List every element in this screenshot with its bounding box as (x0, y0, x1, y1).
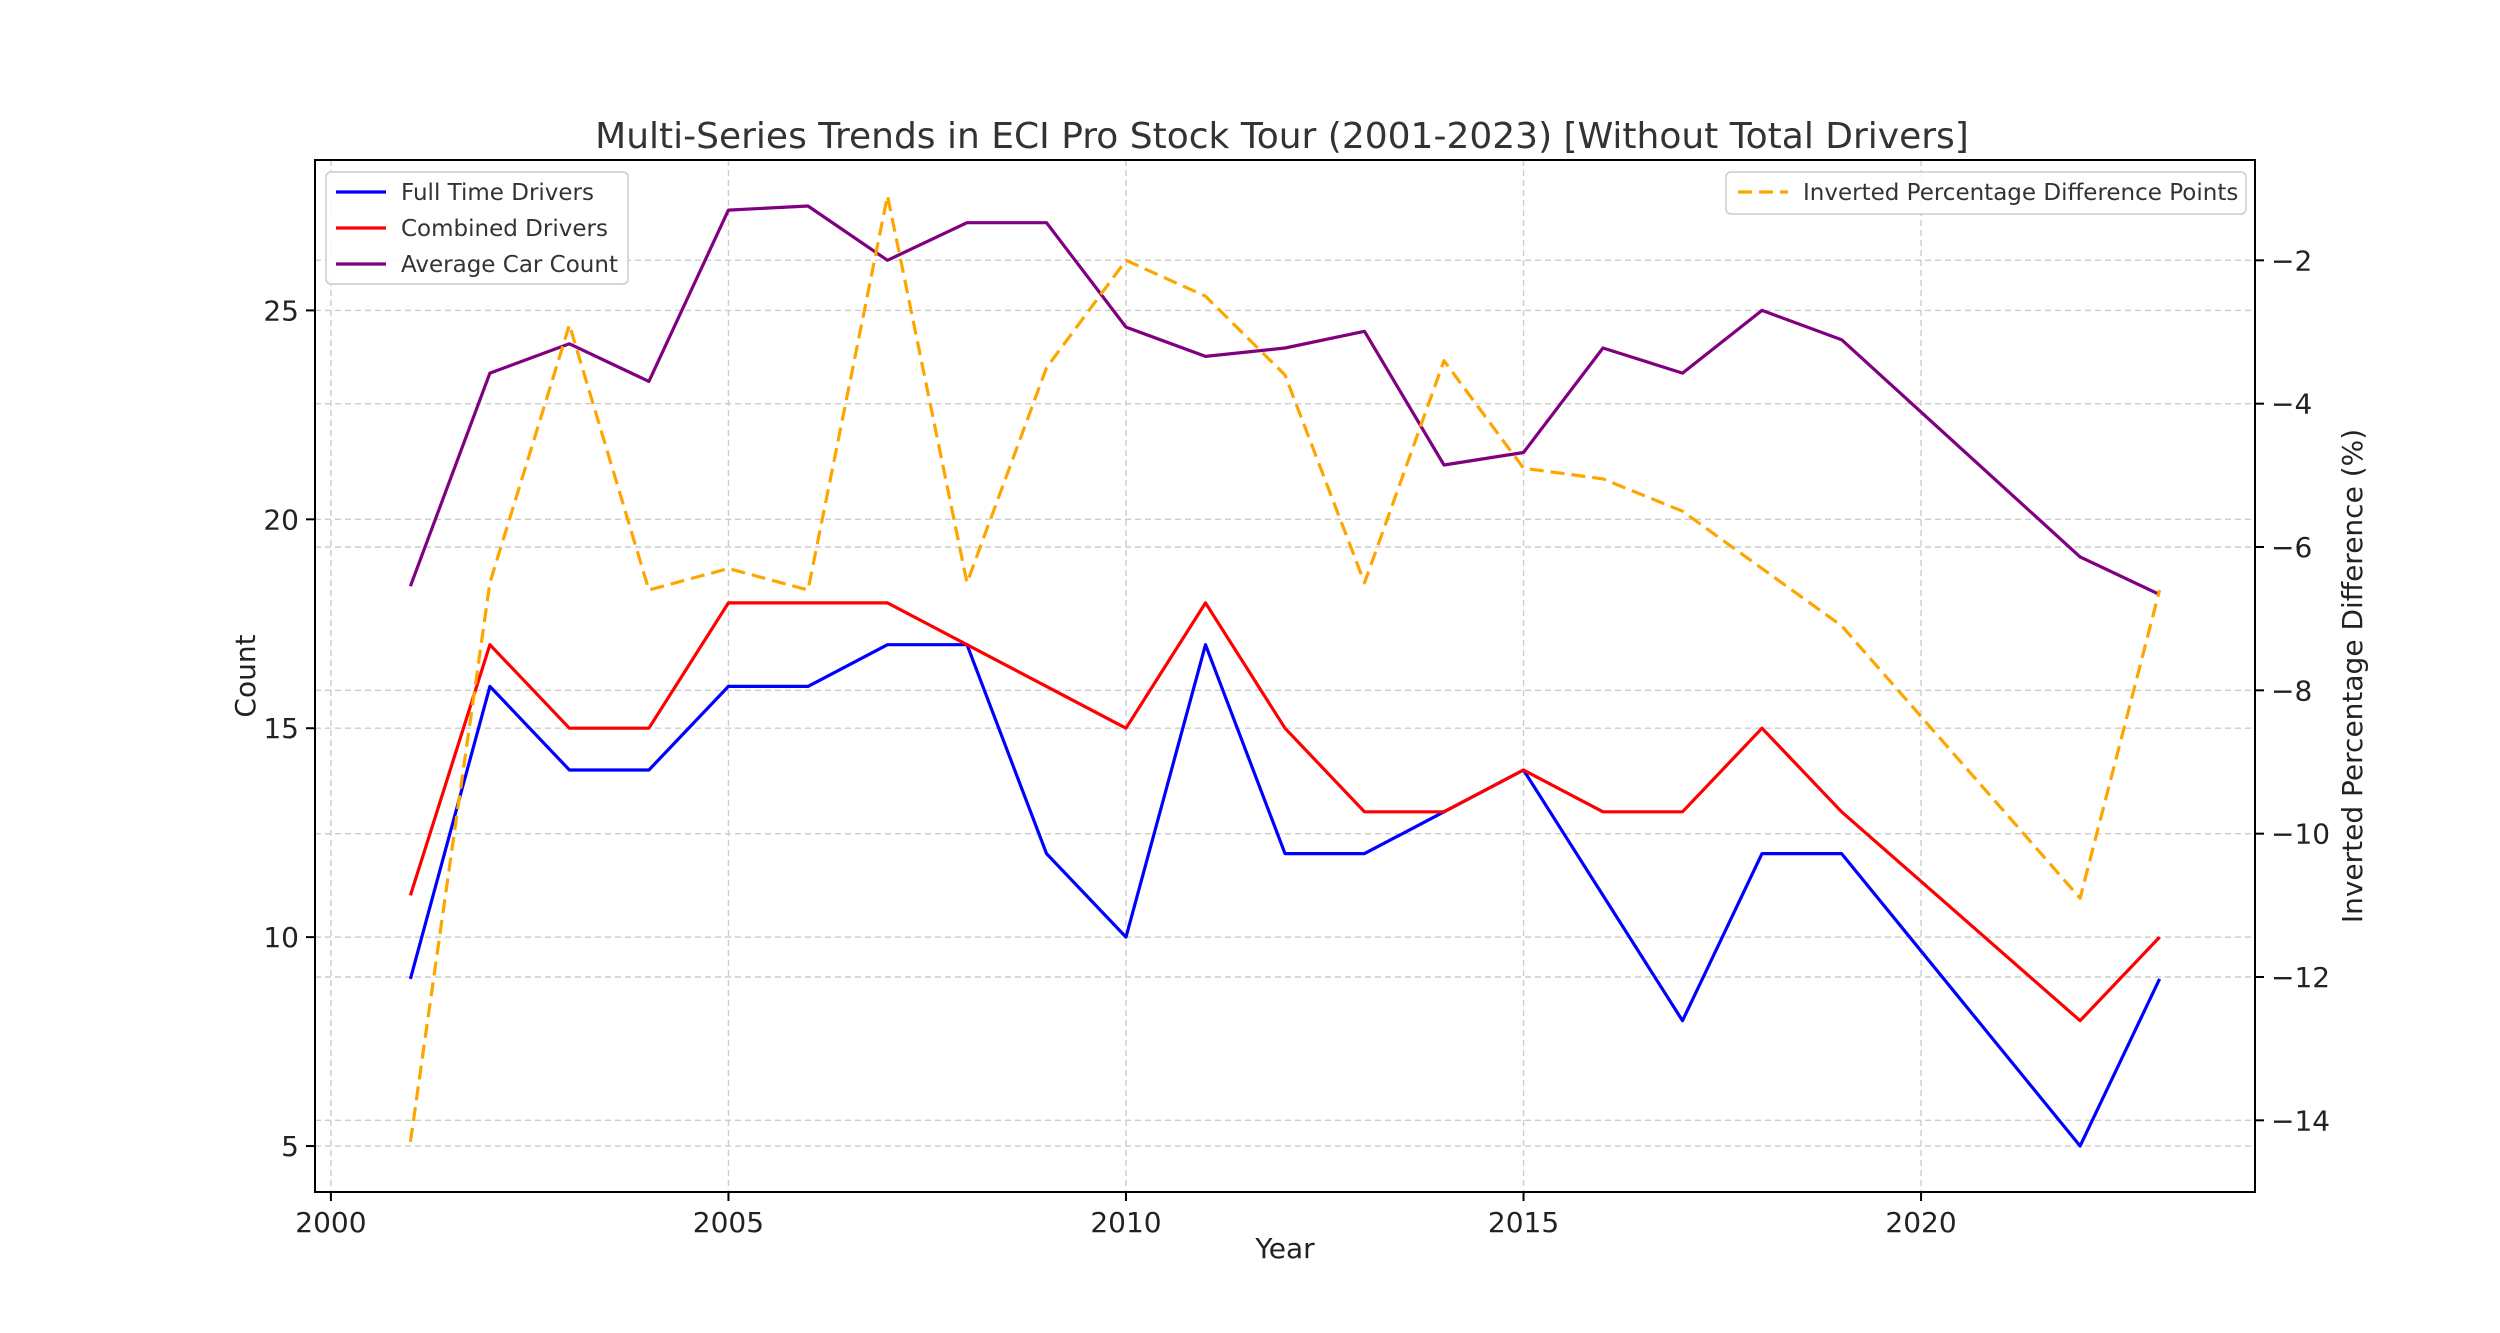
y-tick-label: 15 (263, 712, 299, 745)
x-tick-label: 2020 (1885, 1206, 1956, 1239)
y-tick-label: 25 (263, 294, 299, 327)
grid-lines (315, 160, 2255, 1192)
legend-right-box (1725, 171, 2247, 215)
y2-tick-label: −12 (2271, 961, 2330, 994)
chart-title: Multi-Series Trends in ECI Pro Stock Tou… (595, 116, 1969, 157)
series-line-full-time-drivers (408, 643, 2162, 1148)
y2-tick-label: −4 (2271, 388, 2312, 421)
series-line-average-car-count (408, 204, 2161, 596)
x-axis-ticks: 2000 2005 2010 2015 2020 (295, 1192, 1957, 1239)
legend-label: Full Time Drivers (401, 180, 594, 206)
x-tick-label: 2010 (1090, 1206, 1161, 1239)
y-axis-label: Count (229, 634, 262, 717)
y2-axis-ticks: −14 −12 −10 −8 −6 −4 −2 (2255, 244, 2330, 1137)
y2-tick-label: −6 (2271, 531, 2312, 564)
series-lines (408, 194, 2162, 1148)
series-line-combined-drivers (408, 601, 2161, 1023)
plot-frame (314, 159, 2256, 1193)
legend-left: Full Time Drivers Combined Drivers Average… (325, 171, 629, 285)
legend-label: Inverted Percentage Difference Points (1803, 180, 2238, 206)
y2-tick-label: −10 (2271, 818, 2330, 851)
y-axis-ticks: 5 10 15 20 25 (263, 294, 315, 1163)
y-tick-label: 5 (281, 1130, 299, 1163)
x-tick-label: 2000 (295, 1206, 366, 1239)
x-axis-label: Year (1254, 1232, 1315, 1265)
series-line-inverted-percentage-difference-points (408, 194, 2162, 1143)
y-tick-label: 10 (263, 921, 299, 954)
legend-right: Inverted Percentage Difference Points (1725, 171, 2247, 215)
y2-tick-label: −8 (2271, 674, 2312, 707)
legend-label: Average Car Count (401, 252, 618, 278)
y2-axis-label: Inverted Percentage Difference (%) (2336, 429, 2369, 923)
y2-tick-label: −14 (2271, 1104, 2330, 1137)
y2-tick-label: −2 (2271, 244, 2312, 277)
x-tick-label: 2015 (1488, 1206, 1559, 1239)
legend-left-box (325, 171, 629, 285)
x-tick-label: 2005 (693, 1206, 764, 1239)
legend-label: Combined Drivers (401, 216, 608, 242)
y-tick-label: 20 (263, 503, 299, 536)
